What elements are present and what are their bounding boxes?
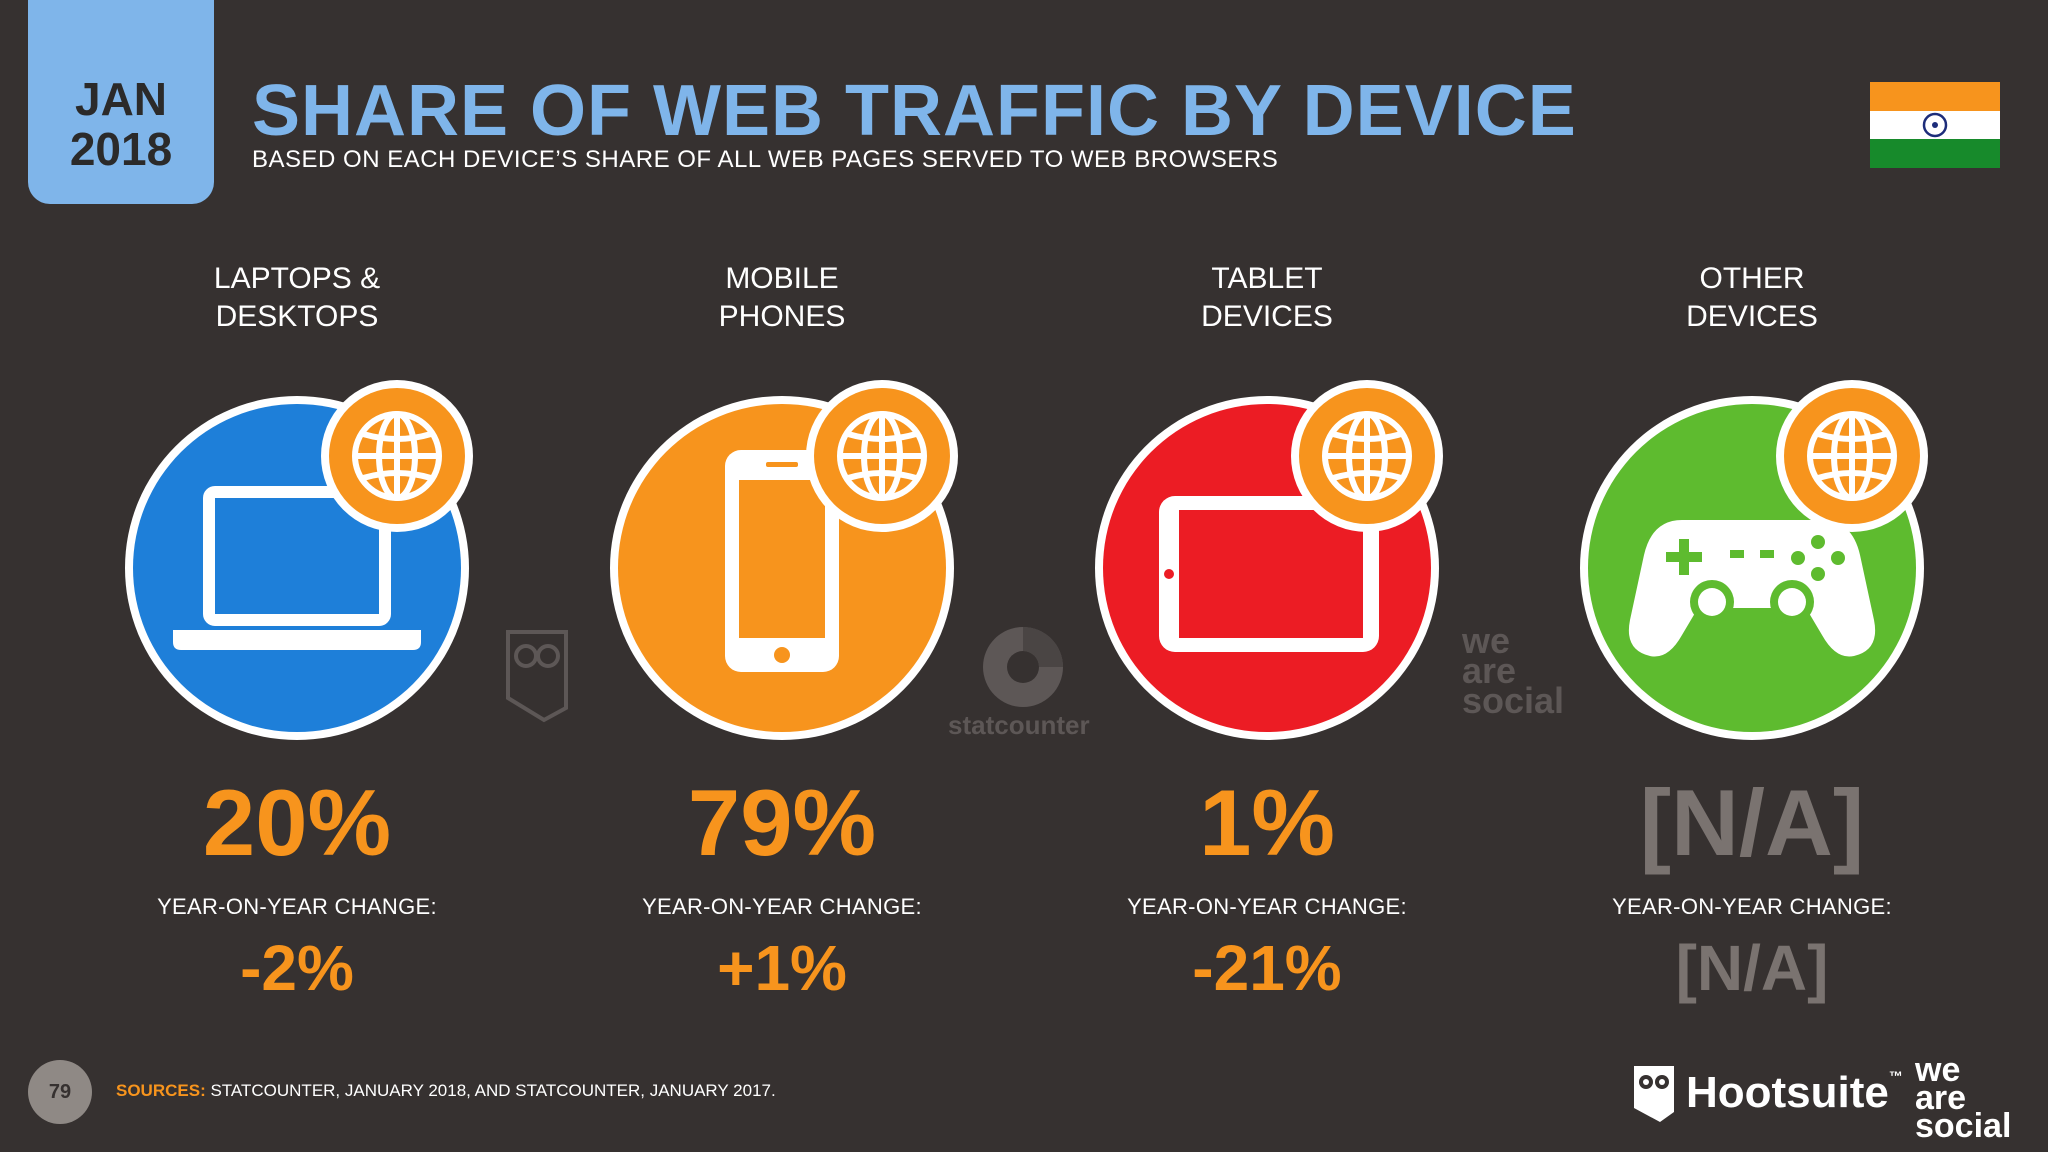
hootsuite-owl-watermark-icon — [506, 630, 568, 723]
yoy-value: [N/A] — [1675, 932, 1829, 1004]
device-column-mobile: MOBILE PHONES 79% YEAR-ON-YEAR CHANGE: +… — [562, 260, 1002, 1006]
share-value: 79% — [687, 770, 877, 875]
yoy-value: -21% — [1192, 932, 1342, 1004]
statcounter-watermark: statcounter — [948, 710, 1090, 740]
device-label: MOBILE PHONES — [718, 262, 846, 333]
device-column-tablet: TABLET DEVICES 1% YEAR-ON-YEAR CHANGE: -… — [1047, 260, 1487, 1006]
device-column-laptops: LAPTOPS & DESKTOPS 20% YEAR-ON-YEAR CHAN… — [77, 260, 517, 1006]
globe-icon — [321, 380, 473, 532]
hootsuite-logo-text: Hootsuite™ — [1686, 1068, 1903, 1117]
tablet-icon — [1095, 380, 1443, 740]
globe-icon — [1776, 380, 1928, 532]
device-column-other: OTHER DEVICES — [1532, 260, 1972, 1006]
yoy-label: YEAR-ON-YEAR CHANGE: — [642, 894, 922, 919]
share-value: [N/A] — [1639, 770, 1865, 875]
device-label: TABLET DEVICES — [1201, 262, 1333, 333]
india-flag-icon — [1870, 82, 2000, 168]
sources-note: SOURCES: STATCOUNTER, JANUARY 2018, AND … — [116, 1081, 776, 1100]
page-number: 79 — [28, 1060, 92, 1124]
device-label: LAPTOPS & DESKTOPS — [213, 262, 381, 333]
globe-icon — [806, 380, 958, 532]
share-value: 1% — [1199, 770, 1335, 875]
date-year: 2018 — [69, 123, 173, 175]
yoy-label: YEAR-ON-YEAR CHANGE: — [157, 894, 437, 919]
hootsuite-logo-icon — [1634, 1066, 1674, 1122]
yoy-value: +1% — [717, 932, 847, 1004]
we-are-social-watermark: we are social — [1462, 620, 1565, 721]
yoy-label: YEAR-ON-YEAR CHANGE: — [1127, 894, 1407, 919]
yoy-label: YEAR-ON-YEAR CHANGE: — [1612, 894, 1892, 919]
statcounter-logo-icon — [983, 627, 1063, 707]
date-month: JAN — [74, 73, 168, 125]
game-controller-icon — [1580, 380, 1928, 740]
mobile-phone-icon — [610, 380, 958, 740]
yoy-value: -2% — [240, 932, 354, 1004]
laptop-icon — [125, 380, 473, 740]
date-tab: JAN 2018 — [28, 0, 214, 204]
device-label: OTHER DEVICES — [1686, 262, 1818, 333]
page-subtitle: BASED ON EACH DEVICE’S SHARE OF ALL WEB … — [252, 146, 1279, 173]
we-are-social-logo: we are social — [1915, 1051, 2012, 1145]
globe-icon — [1291, 380, 1443, 532]
share-value: 20% — [202, 770, 392, 875]
page-title: SHARE OF WEB TRAFFIC BY DEVICE — [252, 71, 1577, 151]
